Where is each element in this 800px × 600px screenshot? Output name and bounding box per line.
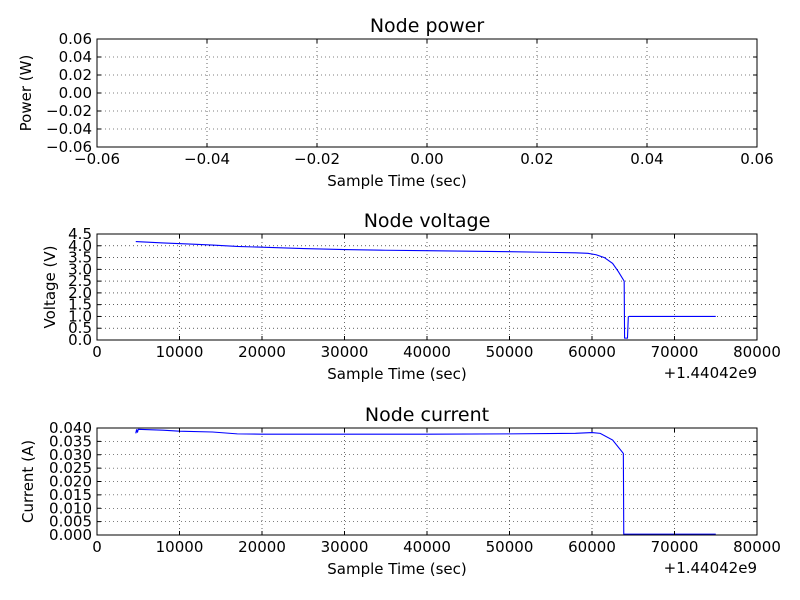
x-tick-label: −0.06 (74, 150, 120, 168)
x-tick-label: 80000 (733, 343, 781, 361)
x-axis-label: Sample Time (sec) (327, 365, 466, 383)
y-tick-label: 0.04 (59, 48, 92, 66)
x-tick-label: 0.04 (630, 150, 663, 168)
x-tick-label: 40000 (403, 343, 451, 361)
y-tick-label: 0.035 (49, 432, 92, 450)
subplot-1: Node power−0.06 −0.04 −0.02 0.00 0.02 0.04 0.0… (17, 15, 774, 190)
y-tick-label: −0.04 (46, 120, 92, 138)
series-line (135, 240, 716, 339)
x-tick-label: 10000 (156, 343, 204, 361)
y-tick-label: 0.02 (59, 66, 92, 84)
x-tick-label: 10000 (156, 538, 204, 556)
y-tick-label: 2.0 (68, 284, 92, 302)
x-tick-label: 20000 (238, 538, 286, 556)
y-tick-label: 0.015 (49, 486, 92, 504)
subplot-2: Node voltage 0 10000 20000 30000 40000 50000 60… (41, 210, 781, 383)
y-tick-label: 0.000 (49, 526, 92, 544)
series-line (135, 428, 716, 535)
chart-title: Node voltage (364, 210, 491, 232)
y-tick-label: 1.0 (68, 307, 92, 325)
y-tick-label: 0.040 (49, 419, 92, 437)
y-tick-label: −0.02 (46, 102, 92, 120)
y-tick-label: 4.5 (68, 225, 92, 243)
x-tick-label: 0 (92, 343, 102, 361)
x-tick-label: 0.02 (520, 150, 553, 168)
y-tick-label: 0.06 (59, 30, 92, 48)
x-tick-label: 40000 (403, 538, 451, 556)
y-tick-label: 0.030 (49, 446, 92, 464)
x-tick-label: 70000 (651, 343, 699, 361)
y-axis-label: Power (W) (17, 55, 35, 132)
x-tick-label: 20000 (238, 343, 286, 361)
x-tick-label: −0.04 (184, 150, 230, 168)
y-tick-label: 0.010 (49, 499, 92, 517)
x-tick-label: 30000 (321, 343, 369, 361)
x-tick-label: −0.02 (294, 150, 340, 168)
x-tick-label: 50000 (486, 538, 534, 556)
y-tick-label: 2.5 (68, 272, 92, 290)
y-tick-label: 3.5 (68, 249, 92, 267)
x-tick-label: 0 (92, 538, 102, 556)
x-tick-label: 0.06 (740, 150, 773, 168)
chart-title: Node power (370, 15, 485, 37)
y-tick-label: 0.0 (68, 331, 92, 349)
y-tick-label: 4.0 (68, 237, 92, 255)
y-tick-label: 0.025 (49, 459, 92, 477)
x-tick-label: 70000 (651, 538, 699, 556)
x-axis-label: Sample Time (sec) (327, 560, 466, 578)
x-tick-label: 60000 (568, 343, 616, 361)
y-tick-label: 3.0 (68, 260, 92, 278)
y-tick-label: 0.005 (49, 513, 92, 531)
x-axis-label: Sample Time (sec) (327, 172, 466, 190)
x-offset-label: +1.44042e9 (664, 559, 757, 577)
y-tick-label: −0.06 (46, 138, 92, 156)
y-tick-label: 1.5 (68, 296, 92, 314)
y-axis-label: Current (A) (19, 440, 37, 523)
x-tick-label: 50000 (486, 343, 534, 361)
y-tick-label: 0.020 (49, 473, 92, 491)
y-tick-label: 0.00 (59, 84, 92, 102)
chart-title: Node current (365, 404, 489, 426)
x-tick-label: 80000 (733, 538, 781, 556)
y-tick-label: 0.5 (68, 319, 92, 337)
x-tick-label: 0.00 (410, 150, 443, 168)
subplot-3: Node current 0 10000 20000 30000 40000 50000 60… (19, 404, 781, 578)
x-tick-label: 30000 (321, 538, 369, 556)
x-offset-label: +1.44042e9 (664, 364, 757, 382)
y-axis-label: Voltage (V) (41, 246, 59, 329)
x-tick-label: 60000 (568, 538, 616, 556)
